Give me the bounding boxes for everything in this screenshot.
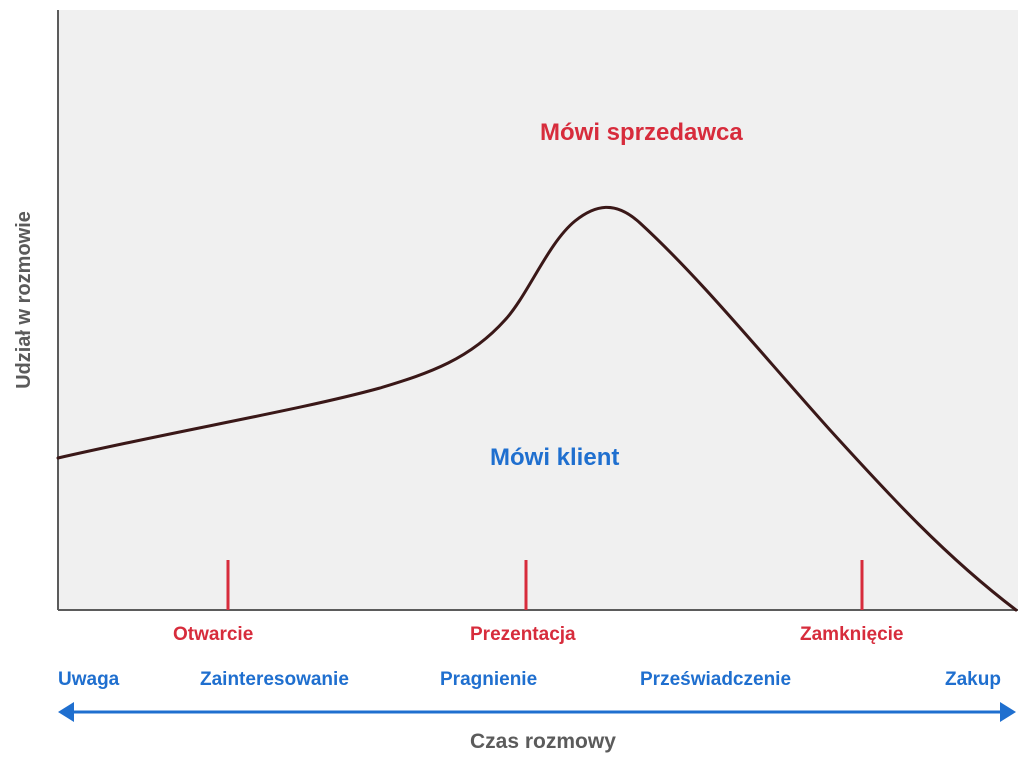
seller-region-label: Mówi sprzedawca xyxy=(540,119,743,146)
time-axis-arrow-left-icon xyxy=(58,702,74,722)
phase-label: Zamknięcie xyxy=(800,624,904,645)
phase-label: Prezentacja xyxy=(470,624,576,645)
stage-label: Pragnienie xyxy=(440,669,537,690)
x-axis-label: Czas rozmowy xyxy=(470,730,616,753)
phase-label: Otwarcie xyxy=(173,624,253,645)
stage-label: Uwaga xyxy=(58,669,120,690)
y-axis-label: Udział w rozmowie xyxy=(13,211,35,389)
time-axis-arrow-right-icon xyxy=(1000,702,1016,722)
sales-conversation-chart: Udział w rozmowie Mówi sprzedawca Mówi kli… xyxy=(0,0,1024,755)
stage-label: Przeświadczenie xyxy=(640,669,791,690)
plot-background xyxy=(58,10,1018,610)
client-region-label: Mówi klient xyxy=(490,444,619,471)
stage-label: Zakup xyxy=(945,669,1001,690)
stage-label: Zainteresowanie xyxy=(200,669,349,690)
chart-svg: Udział w rozmowie Mówi sprzedawca Mówi kli… xyxy=(0,0,1024,755)
